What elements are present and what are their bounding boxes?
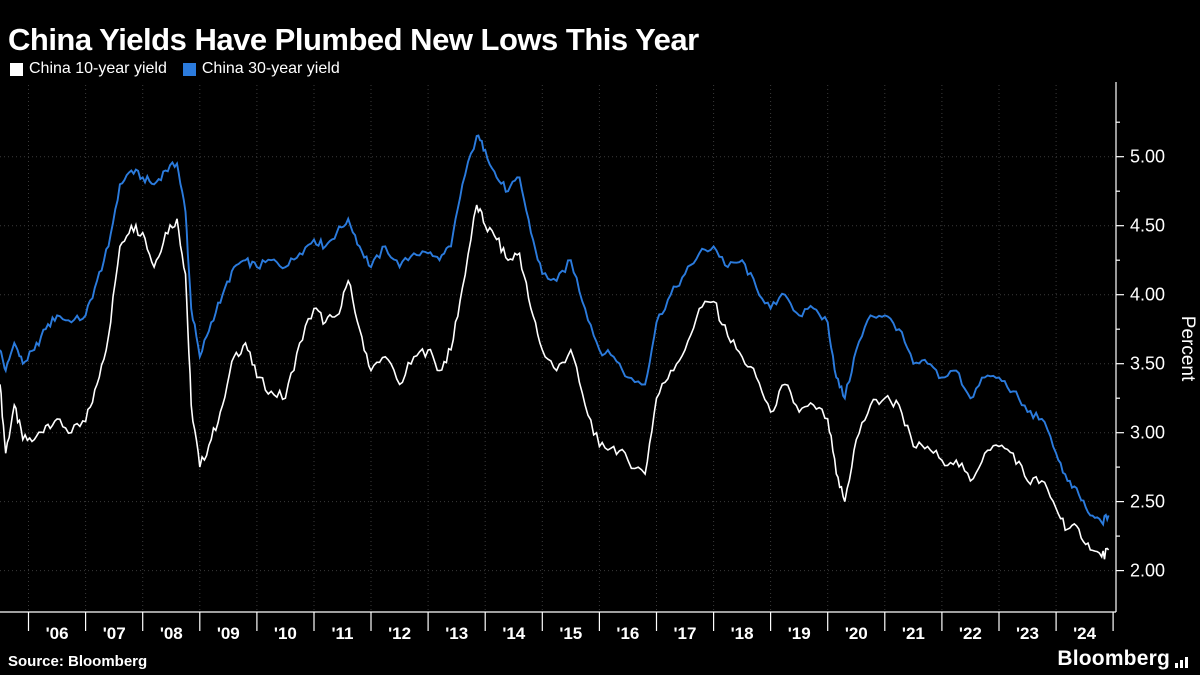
legend-label-10y: China 10-year yield [29, 60, 167, 77]
x-tick-label: '11 [331, 624, 353, 643]
x-tick-label: '08 [160, 624, 183, 643]
x-tick-label: '09 [217, 624, 240, 643]
y-axis-title: Percent [1177, 316, 1198, 382]
legend-swatch-10y-icon [10, 62, 23, 76]
x-tick-label: '12 [388, 624, 411, 643]
legend: China 10-year yield China 30-year yield [10, 60, 340, 78]
legend-item-30y: China 30-year yield [182, 60, 340, 78]
x-tick-label: '18 [731, 624, 754, 643]
legend-item-10y: China 10-year yield [10, 60, 167, 78]
source-attribution: Source: Bloomberg [8, 653, 148, 670]
axis-labels: 2.00 2.50 3.00 3.50 4.00 4.50 5.00 '06 '07 '08 '09… [46, 147, 1198, 643]
chart-canvas: 2.00 2.50 3.00 3.50 4.00 4.50 5.00 '06 '07 '08 '09… [0, 82, 1198, 643]
x-tick-label: '17 [674, 624, 697, 643]
y-tick-label: 2.50 [1130, 492, 1165, 512]
x-tick-label: '21 [902, 624, 925, 643]
y-tick-label: 3.50 [1130, 354, 1165, 374]
x-tick-label: '14 [502, 624, 525, 643]
y-tick-label: 4.50 [1130, 216, 1165, 236]
gridlines [0, 85, 1116, 612]
bloomberg-logo-icon [1175, 657, 1188, 671]
x-tick-label: '07 [103, 624, 126, 643]
x-tick-label: '06 [46, 624, 69, 643]
bloomberg-wordmark: Bloomberg [1057, 647, 1170, 670]
y-tick-label: 4.00 [1130, 285, 1165, 305]
x-tick-label: '15 [559, 624, 582, 643]
x-tick-label: '22 [959, 624, 982, 643]
x-tick-label: '20 [845, 624, 868, 643]
series-line-10y [0, 204, 1110, 560]
axes [0, 82, 1124, 631]
chart-title: China Yields Have Plumbed New Lows This … [8, 21, 699, 57]
legend-label-30y: China 30-year yield [201, 60, 340, 77]
x-tick-label: '10 [274, 624, 297, 643]
legend-swatch-30y-icon [182, 62, 196, 76]
x-tick-label: '24 [1073, 624, 1096, 643]
series-line-30y [0, 134, 1110, 527]
x-tick-label: '23 [1016, 624, 1039, 643]
x-tick-label: '13 [445, 624, 468, 643]
y-tick-label: 2.00 [1130, 561, 1165, 581]
y-tick-label: 5.00 [1130, 147, 1165, 167]
x-tick-label: '19 [788, 624, 811, 643]
x-tick-label: '16 [616, 624, 639, 643]
bloomberg-logo: Bloomberg [1057, 647, 1188, 671]
y-tick-label: 3.00 [1130, 423, 1165, 443]
